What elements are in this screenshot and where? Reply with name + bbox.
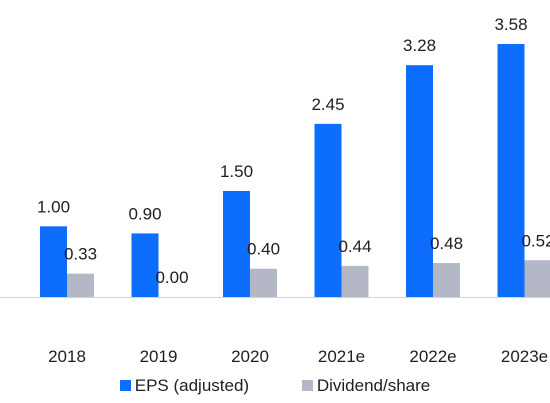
data-label-dividend-2019: 0.00 [155,268,188,287]
data-label-dividend-2020: 0.40 [247,240,280,259]
x-tick-label-2023e: 2023e [501,347,548,366]
bar-dividend-2018 [67,273,94,297]
data-label-dividend-2022e: 0.48 [430,234,463,253]
bar-eps-2023e [497,44,525,297]
legend-item-dividend: Dividend/share [301,376,431,396]
legend: EPS (adjusted) Dividend/share [0,376,550,396]
data-label-eps-2022e: 3.28 [403,36,436,55]
legend-item-eps: EPS (adjusted) [119,376,250,396]
bar-eps-2018 [40,226,67,297]
bar-dividend-2022e [433,263,460,297]
bar-eps-2021e [314,123,342,297]
legend-swatch-dividend [301,380,313,391]
bar-eps-2019 [131,233,159,297]
x-tick-label-2021e: 2021e [318,347,365,366]
data-label-dividend-2023e: 0.52 [521,231,550,250]
x-tick-label-2020: 2020 [231,347,269,366]
data-label-eps-2020: 1.50 [220,162,253,181]
x-tick-label-2022e: 2022e [409,347,456,366]
legend-label-dividend: Dividend/share [316,376,431,395]
bar-eps-2020 [223,190,250,297]
data-label-dividend-2021e: 0.44 [338,237,371,256]
bar-eps-2022e [406,65,433,298]
data-label-eps-2021e: 2.45 [311,95,344,114]
bar-dividend-2020 [250,268,277,297]
legend-label-eps: EPS (adjusted) [134,376,250,395]
bar-dividend-2021e [341,265,369,297]
x-tick-label-2019: 2019 [140,347,178,366]
x-tick-label-2018: 2018 [48,347,86,366]
data-label-eps-2018: 1.00 [37,197,70,216]
bar-dividend-2023e [524,260,550,297]
data-label-eps-2023e: 3.58 [494,15,527,34]
legend-swatch-eps [119,380,131,391]
data-label-dividend-2018: 0.33 [64,245,97,264]
bar-chart: 1.00 0.33 2018 0.90 0.00 2019 1.50 0.40 2020 2.45… [0,15,550,366]
data-label-eps-2019: 0.90 [128,204,161,223]
